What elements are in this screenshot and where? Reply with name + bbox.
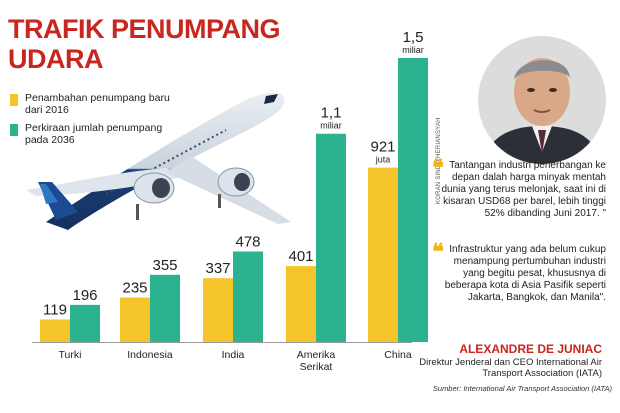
data-label: 1,5: [403, 29, 424, 46]
data-label: 478: [235, 233, 260, 250]
bar: [286, 266, 316, 342]
category-label: Amerika: [297, 349, 336, 361]
bar: [150, 274, 180, 342]
legend-item: Penambahan penumpang baru dari 2016: [10, 92, 180, 116]
legend-item: Perkiraan jumlah penumpang pada 2036: [10, 122, 180, 146]
category-label: China: [384, 349, 412, 361]
legend-swatch-green: [10, 124, 18, 136]
quote-mark-icon: ❝: [432, 155, 444, 181]
category-label: Turki: [59, 349, 82, 361]
portrait-photo: [478, 36, 606, 164]
bar: [398, 58, 428, 342]
quote-mark-icon: ❝: [432, 239, 444, 265]
data-label: 355: [152, 257, 177, 274]
bar: [316, 133, 346, 342]
bar: [70, 304, 100, 342]
bar-chart: 119 196 Turki 235 355 Indonesia 337 478 India 401…: [32, 29, 428, 373]
data-unit-label: miliar: [320, 121, 342, 131]
data-unit-label: juta: [375, 155, 391, 165]
legend-swatch-yellow: [10, 94, 18, 106]
bar: [368, 167, 398, 342]
category-label: Serikat: [300, 361, 333, 373]
quote-1-text: Tantangan industri penerbangan ke depan …: [441, 160, 606, 219]
data-label: 921: [370, 139, 395, 156]
data-label: 401: [288, 248, 313, 265]
bar: [40, 319, 70, 342]
quote-2-text: Infrastruktur yang ada belum cukup menam…: [444, 244, 606, 303]
legend-label: Perkiraan jumlah penumpang pada 2036: [25, 122, 163, 146]
category-label: Indonesia: [127, 349, 173, 361]
data-label: 337: [205, 260, 230, 277]
chart-title: TRAFIK PENUMPANG UDARA: [8, 14, 281, 74]
category-label: India: [222, 349, 245, 361]
data-label: 119: [43, 301, 67, 318]
chart-legend: Penambahan penumpang baru dari 2016 Perk…: [10, 92, 180, 152]
data-label: 196: [72, 287, 97, 304]
person-role: Direktur Jenderal dan CEO International …: [419, 357, 602, 379]
quote-2: ❝ Infrastruktur yang ada belum cukup men…: [432, 239, 606, 304]
source-note: Sumber: International Air Transport Asso…: [432, 384, 612, 393]
legend-label: Penambahan penumpang baru dari 2016: [25, 92, 170, 116]
bar: [233, 251, 263, 342]
bar: [203, 278, 233, 342]
airplane-illustration: [26, 92, 291, 230]
bar: [120, 297, 150, 342]
quote-1: ❝ Tantangan industri penerbangan ke depa…: [432, 155, 606, 220]
person-name: ALEXANDRE DE JUNIAC: [459, 342, 602, 356]
data-label: 235: [122, 280, 147, 297]
data-unit-label: miliar: [402, 45, 424, 55]
data-label: 1,1: [321, 105, 342, 122]
